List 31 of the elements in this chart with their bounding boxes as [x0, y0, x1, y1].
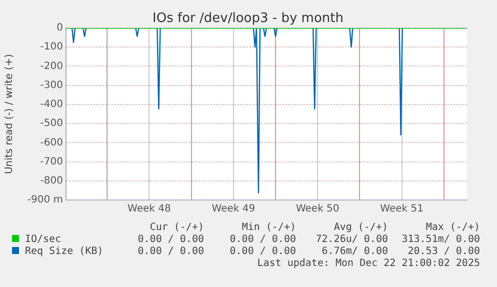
y-tick-label: -600 [40, 137, 63, 148]
text: Last update: Mon Dec 22 21:00:02 2025 [256, 258, 480, 270]
chart-title: IOs for /dev/loop3 - by month [152, 11, 344, 26]
y-tick-label: -300 [40, 80, 63, 91]
y-tick-label: -900 m [27, 194, 63, 206]
text: Min (-/+) [240, 222, 296, 234]
x-tick-label: Week 49 [212, 204, 256, 215]
text: 0.00 / 0.00 [136, 234, 204, 246]
y-tick-label: -700 [40, 156, 63, 168]
text: Cur (-/+) [148, 222, 204, 234]
text: 0.00 / 0.00 [228, 234, 296, 246]
text: 72.26u/ 0.00 [314, 234, 388, 246]
text: 313.51m/ 0.00 [400, 234, 480, 246]
text: Avg (-/+) [332, 222, 388, 234]
y-axis-title: Units read (-) / write (+) [4, 54, 15, 174]
y-tick-label: -500 [40, 118, 63, 130]
y-tick-label: -100 [40, 42, 63, 53]
x-tick-label: Week 51 [380, 204, 424, 215]
text: 0.00 / 0.00 [228, 246, 296, 258]
y-tick-label: -400 [40, 99, 63, 110]
text: Max (-/+) [424, 222, 480, 234]
y-tick-label: 0 [56, 22, 63, 34]
x-tick-label: Week 48 [128, 204, 171, 215]
y-tick-label: -800 [40, 175, 63, 186]
legend-label: IO/sec [24, 234, 62, 246]
text: 0.00 / 0.00 [136, 246, 204, 258]
x-tick-label: Week 50 [296, 204, 340, 215]
text: 20.53 / 0.00 [406, 246, 480, 258]
y-tick-label: -200 [40, 60, 63, 72]
legend-label: Req Size (KB) [24, 246, 104, 258]
text: 6.76m/ 0.00 [320, 246, 388, 258]
